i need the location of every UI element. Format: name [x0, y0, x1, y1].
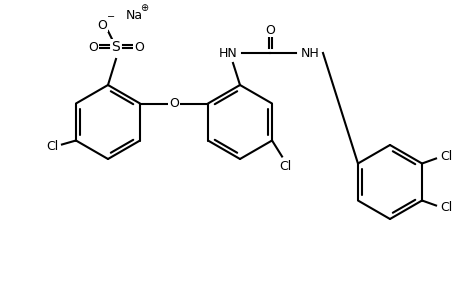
Text: O: O [97, 19, 106, 32]
Text: NH: NH [300, 46, 319, 59]
Text: −: − [106, 12, 115, 22]
Text: Cl: Cl [46, 140, 58, 153]
Text: ⊕: ⊕ [140, 3, 148, 13]
Text: O: O [88, 40, 98, 53]
Text: O: O [264, 23, 274, 37]
Text: HN: HN [218, 46, 237, 59]
Text: O: O [134, 40, 144, 53]
Text: O: O [169, 97, 179, 110]
Text: Cl: Cl [278, 160, 291, 173]
Text: Na: Na [126, 8, 143, 22]
Text: Cl: Cl [439, 201, 451, 214]
Text: S: S [112, 40, 120, 54]
Text: Cl: Cl [439, 150, 451, 163]
